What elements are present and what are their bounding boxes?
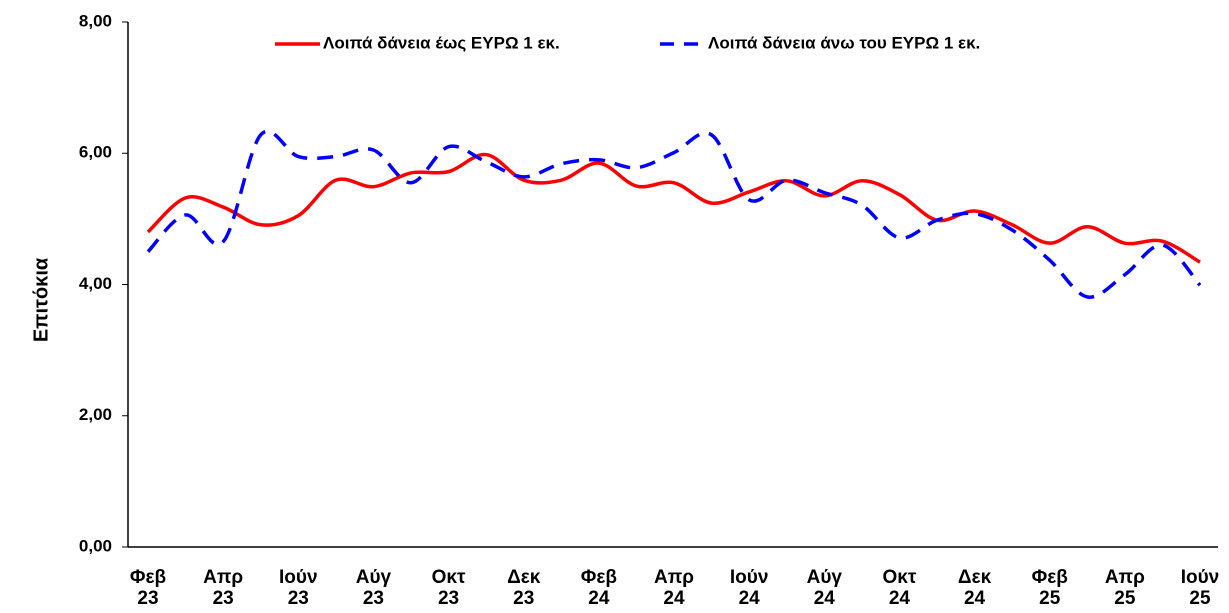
y-tick-label: 0,00 [79, 536, 112, 555]
x-tick-label: Ιούν 25 [1180, 567, 1220, 609]
y-tick-label: 6,00 [79, 143, 112, 162]
legend-label: Λοιπά δάνεια άνω του ΕΥΡΩ 1 εκ. [708, 33, 980, 52]
x-tick-label: Αύγ 23 [355, 567, 392, 609]
y-tick-label: 4,00 [79, 274, 112, 293]
x-tick-label: Οκτ 23 [431, 567, 466, 609]
y-tick-label: 8,00 [79, 11, 112, 30]
x-tick-label: Δεκ 24 [957, 567, 992, 609]
x-tick-label: Απρ 23 [203, 567, 244, 609]
legend-label: Λοιπά δάνεια έως ΕΥΡΩ 1 εκ. [323, 33, 560, 52]
x-tick-label: Απρ 25 [1104, 567, 1145, 609]
x-tick-label: Αύγ 24 [806, 567, 842, 609]
x-tick-label: Οκτ 24 [882, 567, 917, 609]
y-tick-label: 2,00 [79, 405, 112, 424]
x-tick-label: Ιούν 23 [279, 567, 318, 609]
y-axis-label: Επιτόκια [30, 257, 52, 342]
series-line [146, 129, 1202, 299]
x-tick-label: Φεβ 24 [580, 567, 617, 609]
x-tick-label: Φεβ 23 [129, 567, 167, 609]
x-tick-label: Ιούν 24 [729, 567, 769, 609]
x-tick-label: Δεκ 23 [507, 567, 541, 609]
x-tick-label: Φεβ 25 [1031, 567, 1068, 609]
x-tick-label: Απρ 24 [653, 567, 695, 609]
series-line [146, 152, 1201, 264]
